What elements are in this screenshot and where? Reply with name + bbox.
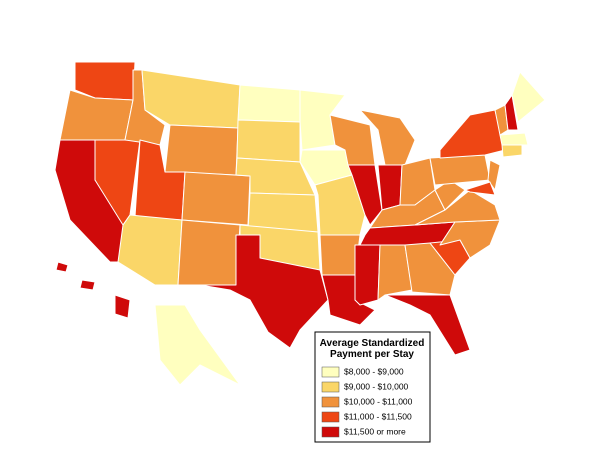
state xyxy=(177,219,241,286)
state xyxy=(501,144,523,158)
state xyxy=(236,119,301,163)
state xyxy=(319,234,361,276)
state xyxy=(377,164,403,211)
legend-swatch xyxy=(321,381,340,393)
state xyxy=(354,244,381,306)
state xyxy=(439,109,506,159)
state xyxy=(384,294,471,356)
state xyxy=(499,132,529,146)
state xyxy=(164,124,239,176)
state xyxy=(117,214,183,286)
state xyxy=(181,171,251,226)
legend-label: $11,000 - $11,500 xyxy=(344,411,412,421)
state xyxy=(347,164,383,226)
state xyxy=(464,181,496,196)
state xyxy=(237,84,301,123)
state xyxy=(79,279,96,291)
legend-swatch xyxy=(321,396,340,408)
state xyxy=(55,261,69,273)
state xyxy=(511,71,546,123)
state xyxy=(429,154,491,186)
legend-title: Average Standardized xyxy=(320,338,425,349)
state xyxy=(154,304,241,386)
legend-swatch xyxy=(321,411,340,423)
state xyxy=(504,94,519,131)
state xyxy=(377,244,413,301)
state xyxy=(114,294,131,319)
states xyxy=(54,61,546,386)
legend-label: $11,500 or more xyxy=(344,426,406,436)
state xyxy=(247,192,319,233)
legend-title: Payment per Stay xyxy=(330,349,414,360)
legend-label: $10,000 - $11,000 xyxy=(344,396,413,406)
state xyxy=(404,242,456,296)
legend-label: $8,000 - $9,000 xyxy=(344,366,404,376)
state xyxy=(487,159,501,191)
state xyxy=(199,234,329,349)
legend-label: $9,000 - $10,000 xyxy=(344,381,409,391)
legend-swatch xyxy=(321,366,340,378)
legend-swatch xyxy=(321,426,340,438)
